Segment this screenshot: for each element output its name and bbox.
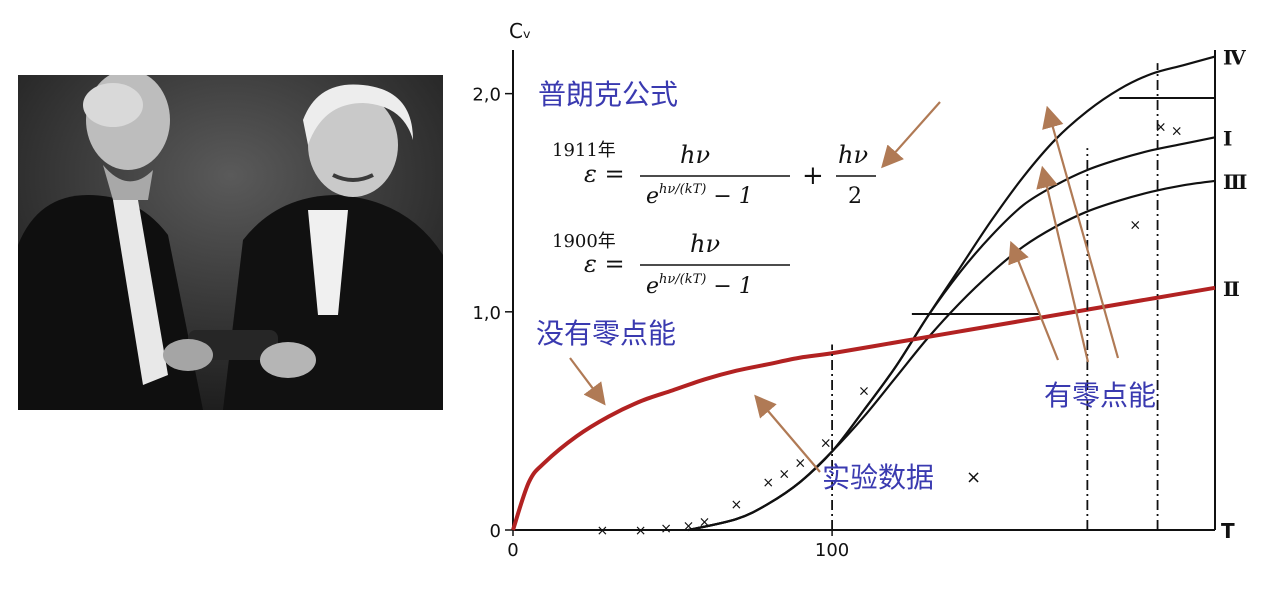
series-line-3 [511,285,1216,531]
formula-1911-denominator: ehν/(kT) − 1 [646,182,753,209]
experimental-point: × [635,523,647,539]
experimental-point: × [858,383,870,399]
formula-1900-year: 1900年 [552,231,616,252]
formulas: 1911年 ε = hν ehν/(kT) − 1 + hν 2 1900年 ε… [552,140,876,299]
y-axis-label: Cᵥ [509,19,531,43]
y-tick-label: 2,0 [472,85,501,106]
annotation-with-zero-point: 有零点能 [1044,379,1156,412]
x-tick-label: 100 [815,540,849,561]
annotation-no-zero-point: 没有零点能 [536,317,676,350]
series-label-2: Ⅲ [1223,170,1247,194]
experimental-point: × [660,521,672,537]
experimental-point: × [1129,218,1141,234]
series-line-0 [688,55,1216,532]
formula-1900-denominator: ehν/(kT) − 1 [646,272,753,299]
experimental-point: × [699,514,711,530]
y-tick-label: 1,0 [472,303,501,324]
annotation-experimental-marker: × [966,467,981,488]
formula-1911-numerator: hν [680,141,710,169]
experimental-point: × [683,519,695,535]
series-line-2 [688,179,1216,532]
formula-1911-half-denominator: 2 [848,184,862,209]
annotation-arrow [754,394,821,473]
annotation-experimental-data: 实验数据 [822,461,934,494]
formula-1911-year: 1911年 [552,140,616,161]
series-label-0: Ⅳ [1223,46,1246,70]
y-tick-label: 0 [490,521,501,542]
annotation-arrow [1008,240,1060,361]
annotation-arrow [1042,105,1120,359]
series-label-1: Ⅰ [1223,126,1232,150]
experimental-point: × [762,475,774,491]
experimental-point: × [730,497,742,513]
experimental-point: × [778,466,790,482]
annotation-arrow [569,357,606,406]
experimental-point: × [596,523,608,539]
photo-illustration [18,70,443,410]
experimental-point: × [820,436,832,452]
experimental-point: × [794,455,806,471]
formula-1900-epsilon: ε = [584,250,625,278]
annotation-arrow [881,101,941,169]
annotation-arrow [1036,165,1090,363]
formula-1911-half-numerator: hν [838,141,868,169]
experimental-point: × [1171,124,1183,140]
x-axis-label: T [1221,519,1235,543]
formula-1900-numerator: hν [690,230,720,258]
formula-1911-plus: + [802,161,824,191]
experimental-point: × [1155,119,1167,135]
photo [18,70,443,410]
x-tick-label: 0 [507,540,518,561]
formula-1911-epsilon: ε = [584,160,625,188]
series-label-3: Ⅱ [1223,277,1240,301]
annotation-planck-formula: 普朗克公式 [538,78,678,111]
